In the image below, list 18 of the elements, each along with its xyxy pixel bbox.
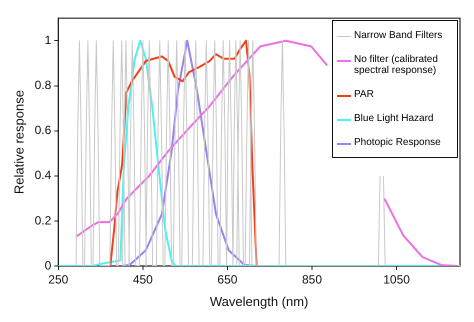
legend-label: No filter (calibrated spectral response): [354, 54, 439, 76]
x-tick-label: 450: [132, 272, 154, 287]
x-axis-title: Wavelength (nm): [210, 294, 308, 309]
x-tick-label: 850: [302, 272, 322, 287]
y-tick-label: 1: [44, 33, 52, 48]
y-tick-label: 0.4: [34, 168, 52, 182]
y-axis-title: Relative response: [11, 90, 26, 194]
x-tick-label: 250: [48, 272, 69, 287]
legend-label: PAR: [354, 88, 374, 100]
legend-label: Narrow Band Filters: [354, 30, 442, 41]
x-tick-label: 1050: [383, 272, 410, 287]
legend-label: Photopic Response: [354, 137, 441, 148]
legend-label: Blue Light Hazard: [354, 113, 434, 124]
y-tick-label: 0.2: [34, 213, 52, 228]
y-tick-label: 0.8: [34, 78, 52, 92]
y-tick-label: 0: [44, 258, 52, 272]
y-tick-label: 0.6: [34, 123, 52, 138]
x-tick-label: 650: [217, 272, 238, 287]
